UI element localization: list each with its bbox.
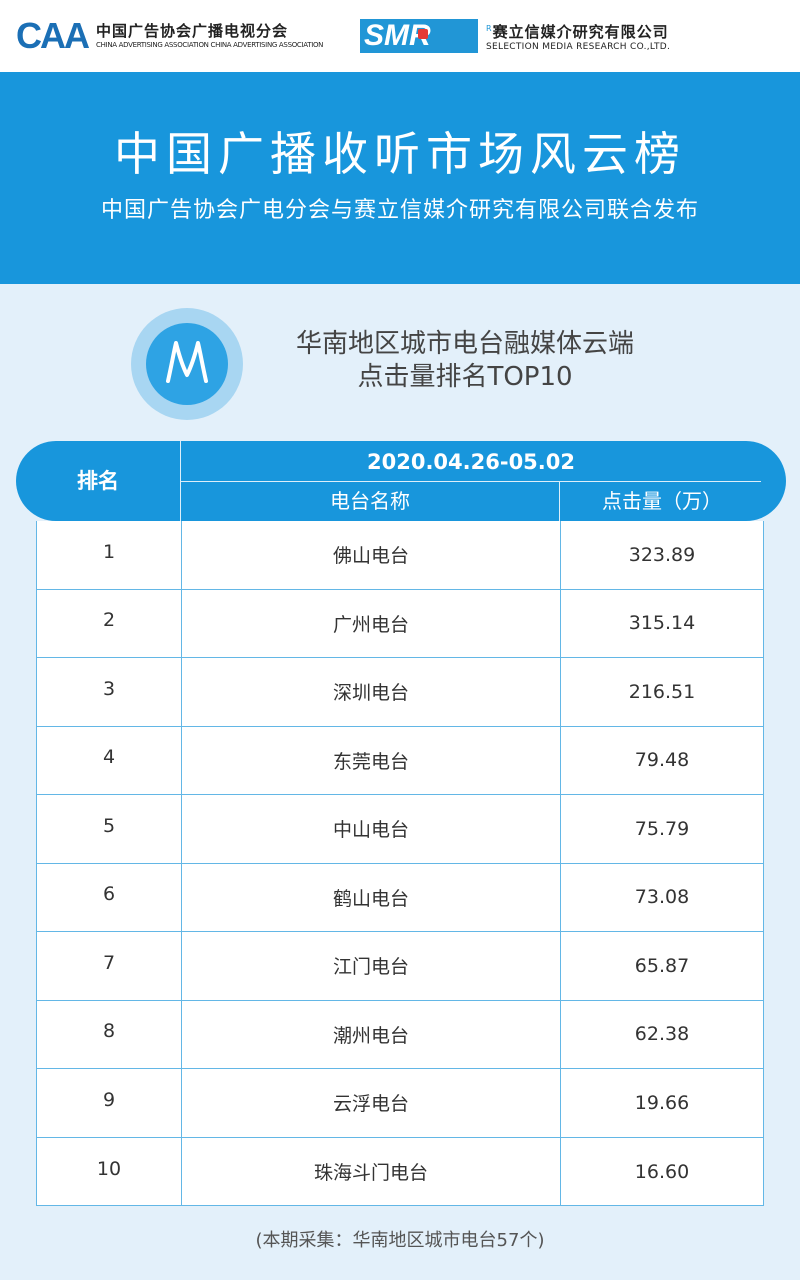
station-name-cell: 东莞电台 xyxy=(181,726,560,794)
rank-cell: 1 xyxy=(102,540,116,563)
m-circle-icon xyxy=(131,308,243,420)
station-name-cell: 广州电台 xyxy=(181,589,560,657)
report-title-line2: 点击量排名TOP10 xyxy=(357,362,573,392)
table-row: 5 中山电台 75.79 xyxy=(37,795,763,864)
header-clicks: 点击量（万） xyxy=(602,489,722,513)
ranking-table: 1 佛山电台 323.89 2 广州电台 315.14 3 深圳电台 216.5… xyxy=(36,521,764,1206)
smr-logo-mark: SMR xyxy=(360,19,478,53)
smr-logo: SMR R赛立信媒介研究有限公司 SELECTION MEDIA RESEARC… xyxy=(360,16,670,56)
footnote: (本期采集：华南地区城市电台57个) xyxy=(255,1230,545,1251)
clicks-cell: 62.38 xyxy=(560,1000,763,1068)
smr-name-cn: R赛立信媒介研究有限公司 xyxy=(486,22,669,41)
rank-cell: 4 xyxy=(102,746,116,769)
station-name-cell: 鹤山电台 xyxy=(181,863,560,931)
header-rank: 排名 xyxy=(77,469,119,493)
clicks-cell: 65.87 xyxy=(560,932,763,1000)
station-name-cell: 佛山电台 xyxy=(181,521,560,589)
table-row: 3 深圳电台 216.51 xyxy=(37,658,763,727)
station-name-cell: 江门电台 xyxy=(181,932,560,1000)
table-row: 9 云浮电台 19.66 xyxy=(37,1069,763,1138)
rank-cell: 10 xyxy=(96,1157,122,1180)
header-station-name: 电台名称 xyxy=(330,489,410,513)
rank-cell: 7 xyxy=(102,951,116,974)
header-banner: 中国广播收听市场风云榜 中国广告协会广电分会与赛立信媒介研究有限公司联合发布 xyxy=(0,72,800,284)
rank-cell: 5 xyxy=(102,814,116,837)
station-name-cell: 珠海斗门电台 xyxy=(181,1137,560,1206)
station-name-cell: 深圳电台 xyxy=(181,658,560,726)
clicks-cell: 73.08 xyxy=(560,863,763,931)
logo-bar: CAA 中国广告协会广播电视分会 CHINA ADVERTISING ASSOC… xyxy=(0,0,800,72)
table-header: 排名 2020.04.26-05.02 电台名称 点击量（万） xyxy=(16,441,786,521)
table-row: 1 佛山电台 323.89 xyxy=(37,521,763,590)
table-row: 10 珠海斗门电台 16.60 xyxy=(37,1137,763,1206)
report-title-line1: 华南地区城市电台融媒体云端 xyxy=(295,329,634,359)
header-divider xyxy=(180,441,181,521)
caa-logo-mark: CAA xyxy=(16,15,90,56)
clicks-cell: 216.51 xyxy=(560,658,763,726)
header-divider xyxy=(181,481,761,482)
clicks-cell: 16.60 xyxy=(560,1137,763,1206)
station-name-cell: 云浮电台 xyxy=(181,1069,560,1137)
banner-title: 中国广播收听市场风云榜 xyxy=(114,127,686,181)
station-name-cell: 潮州电台 xyxy=(181,1000,560,1068)
table-row: 7 江门电台 65.87 xyxy=(37,932,763,1001)
clicks-cell: 19.66 xyxy=(560,1069,763,1137)
caa-logo: CAA 中国广告协会广播电视分会 CHINA ADVERTISING ASSOC… xyxy=(16,16,323,56)
rank-cell: 3 xyxy=(102,677,116,700)
table-row: 4 东莞电台 79.48 xyxy=(37,726,763,795)
header-date-range: 2020.04.26-05.02 xyxy=(367,450,575,474)
table-row: 2 广州电台 315.14 xyxy=(37,589,763,658)
clicks-cell: 323.89 xyxy=(560,521,763,589)
clicks-cell: 79.48 xyxy=(560,726,763,794)
smr-name-en: SELECTION MEDIA RESEARCH CO.,LTD. xyxy=(486,41,671,52)
caa-name-cn: 中国广告协会广播电视分会 xyxy=(96,22,289,40)
rank-cell: 2 xyxy=(102,609,116,632)
report-title: 华南地区城市电台融媒体云端 点击量排名TOP10 xyxy=(250,328,680,394)
header-divider xyxy=(559,482,560,521)
rank-cell: 9 xyxy=(102,1088,116,1111)
table-row: 8 潮州电台 62.38 xyxy=(37,1000,763,1069)
smr-red-dot xyxy=(418,29,428,39)
caa-name-en: CHINA ADVERTISING ASSOCIATION CHINA ADVE… xyxy=(96,41,324,49)
rank-cell: 8 xyxy=(102,1020,116,1043)
station-name-cell: 中山电台 xyxy=(181,795,560,863)
banner-subtitle: 中国广告协会广电分会与赛立信媒介研究有限公司联合发布 xyxy=(100,198,699,223)
clicks-cell: 315.14 xyxy=(560,589,763,657)
table-row: 6 鹤山电台 73.08 xyxy=(37,863,763,932)
rank-cell: 6 xyxy=(102,883,116,906)
clicks-cell: 75.79 xyxy=(560,795,763,863)
